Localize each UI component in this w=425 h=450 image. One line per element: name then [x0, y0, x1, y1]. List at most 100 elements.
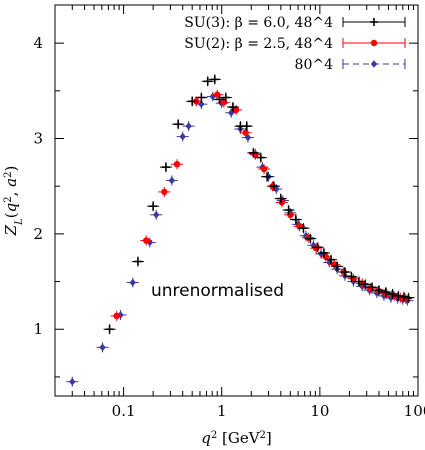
marker-circle	[232, 106, 240, 114]
x-axis-label-part: ]	[266, 429, 272, 447]
marker-circle	[113, 312, 120, 320]
y-axis-label-part: Z	[2, 224, 20, 236]
axis-ticks: 0.1 1 10 100 1 2 3 4	[33, 5, 425, 420]
data-point	[66, 376, 79, 387]
data-point	[213, 94, 226, 105]
data-point	[331, 261, 344, 272]
x-tick-label: 10	[310, 402, 329, 420]
data-point	[208, 74, 221, 85]
data-point	[397, 291, 410, 302]
y-axis-label-part: q	[2, 203, 20, 213]
data-point	[176, 131, 189, 142]
x-axis-label-part: q	[201, 429, 211, 447]
data-point	[345, 271, 358, 282]
data-point	[110, 310, 123, 321]
data-point	[170, 159, 183, 170]
marker-circle	[260, 165, 268, 173]
data-point	[239, 127, 252, 138]
y-axis-label-part: L	[14, 218, 25, 226]
x-axis-label-part: 2	[211, 430, 217, 441]
x-tick-label: 1	[217, 402, 227, 420]
data-point	[147, 201, 160, 212]
marker-circle	[242, 129, 249, 136]
data-point	[302, 232, 315, 243]
y-axis-label-part: ,	[2, 187, 20, 197]
data-marks	[66, 74, 415, 387]
marker-diamond	[317, 250, 325, 258]
data-point	[379, 287, 392, 298]
marker-circle	[313, 244, 320, 252]
data-point	[150, 209, 163, 220]
legend-label: 80^4	[295, 57, 334, 73]
marker-diamond	[198, 100, 205, 108]
x-tick-label: 0.1	[112, 402, 136, 420]
marker-circle	[143, 237, 150, 244]
x-axis-label: q2 [GeV2]	[201, 429, 272, 447]
marker-diamond	[153, 211, 160, 219]
data-point	[258, 164, 271, 175]
x-axis-label-part: [GeV	[217, 429, 260, 447]
data-point	[126, 277, 139, 288]
data-point	[282, 205, 295, 216]
marker-diamond	[179, 132, 186, 141]
legend-label-text: SU(2): β = 2.5, 48^4	[184, 36, 333, 52]
data-point	[165, 175, 178, 186]
data-point	[247, 147, 260, 158]
y-axis-label-part: 2	[3, 172, 14, 178]
legend-label: SU(3): β = 6.0, 48^4	[184, 15, 333, 31]
marker-diamond	[129, 278, 136, 287]
y-axis-label-part: )	[2, 166, 20, 172]
data-point	[402, 292, 415, 303]
x-tick-label: 100	[404, 402, 425, 420]
data-point	[103, 324, 116, 335]
y-tick-label: 3	[33, 130, 43, 148]
annotation-text: unrenormalised	[151, 281, 284, 301]
data-point	[352, 276, 365, 287]
data-point	[201, 76, 214, 87]
legend-marker	[370, 60, 378, 68]
data-point	[284, 209, 297, 220]
y-axis-label-part: a	[2, 178, 20, 187]
data-point	[158, 186, 171, 197]
data-point	[366, 282, 379, 293]
data-point	[317, 247, 330, 258]
y-axis-label-part: 2	[3, 196, 14, 202]
marker-circle	[173, 161, 181, 168]
data-point	[338, 267, 351, 278]
data-point	[240, 121, 253, 132]
data-point	[392, 290, 405, 301]
y-tick-label: 4	[33, 34, 43, 52]
y-axis-label-part: (	[2, 212, 20, 218]
marker-diamond	[185, 122, 192, 130]
data-point	[182, 121, 195, 132]
data-point	[325, 254, 338, 265]
data-point	[359, 279, 372, 290]
marker-diamond	[69, 377, 76, 386]
marker-circle	[278, 199, 286, 206]
data-point	[297, 223, 310, 234]
legend-label: SU(2): β = 2.5, 48^4	[184, 36, 333, 52]
y-tick-label: 1	[33, 320, 43, 338]
data-point	[254, 152, 267, 163]
x-axis-label-part: 2	[260, 430, 266, 441]
data-point	[186, 96, 199, 107]
data-point	[131, 256, 144, 267]
data-point	[274, 193, 287, 204]
data-point	[226, 102, 239, 113]
y-tick-label: 2	[33, 225, 43, 243]
data-point	[219, 92, 232, 103]
legend: SU(3): β = 6.0, 48^4 SU(2): β = 2.5, 48^4…	[184, 15, 406, 73]
data-point	[195, 92, 208, 103]
data-point	[172, 119, 185, 130]
legend-label-text: 80^4	[295, 57, 334, 73]
data-point	[386, 288, 399, 299]
marker-diamond	[168, 176, 176, 185]
data-point	[304, 233, 317, 244]
legend-marker	[370, 39, 378, 47]
data-point	[140, 235, 153, 246]
data-point	[289, 214, 302, 225]
data-point	[311, 242, 324, 253]
data-point	[267, 181, 280, 192]
marker-diamond	[99, 343, 106, 352]
